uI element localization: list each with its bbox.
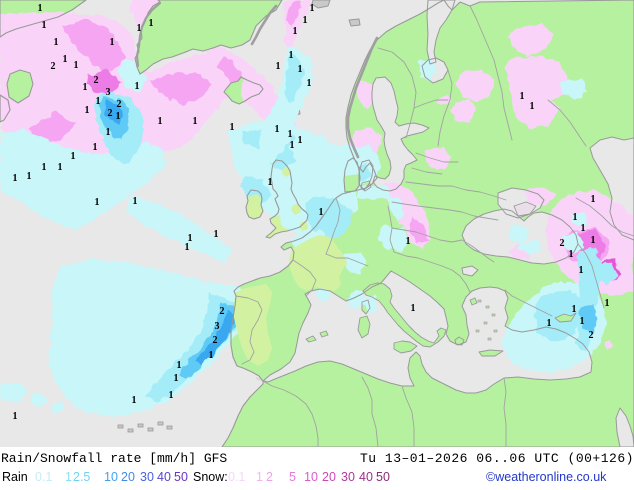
- svg-text:2: 2: [589, 330, 594, 341]
- svg-text:2: 2: [117, 99, 122, 110]
- svg-text:1: 1: [71, 151, 76, 162]
- svg-text:1: 1: [307, 78, 312, 89]
- svg-text:1: 1: [290, 140, 295, 151]
- svg-text:1: 1: [230, 122, 235, 133]
- svg-text:1: 1: [580, 316, 585, 327]
- svg-text:1: 1: [42, 162, 47, 173]
- svg-text:1: 1: [275, 124, 280, 135]
- svg-text:1: 1: [209, 350, 214, 361]
- svg-text:1: 1: [132, 395, 137, 406]
- svg-text:1: 1: [573, 212, 578, 223]
- svg-text:2: 2: [108, 108, 113, 119]
- svg-text:1: 1: [42, 20, 47, 31]
- svg-text:1: 1: [591, 235, 596, 246]
- svg-text:1: 1: [406, 236, 411, 247]
- svg-text:1: 1: [27, 171, 32, 182]
- svg-text:2: 2: [94, 75, 99, 86]
- svg-text:1: 1: [13, 173, 18, 184]
- svg-text:1: 1: [149, 18, 154, 29]
- svg-text:1: 1: [13, 411, 18, 422]
- svg-text:1: 1: [310, 3, 315, 14]
- svg-text:1: 1: [185, 242, 190, 253]
- svg-text:1: 1: [63, 54, 68, 65]
- svg-text:1: 1: [605, 298, 610, 309]
- svg-text:1: 1: [268, 177, 273, 188]
- svg-text:1: 1: [591, 194, 596, 205]
- svg-text:1: 1: [530, 101, 535, 112]
- svg-text:1: 1: [547, 318, 552, 329]
- svg-text:1: 1: [276, 61, 281, 72]
- svg-text:1: 1: [93, 142, 98, 153]
- svg-text:1: 1: [293, 26, 298, 37]
- svg-text:1: 1: [158, 116, 163, 127]
- svg-text:1: 1: [174, 373, 179, 384]
- svg-text:1: 1: [177, 360, 182, 371]
- svg-text:1: 1: [569, 249, 574, 260]
- svg-text:1: 1: [520, 91, 525, 102]
- svg-text:1: 1: [214, 229, 219, 240]
- svg-text:1: 1: [116, 111, 121, 122]
- svg-text:1: 1: [319, 207, 324, 218]
- svg-text:1: 1: [169, 390, 174, 401]
- svg-text:1: 1: [288, 129, 293, 140]
- svg-text:2: 2: [213, 335, 218, 346]
- svg-text:1: 1: [133, 196, 138, 207]
- svg-text:1: 1: [95, 197, 100, 208]
- svg-text:3: 3: [106, 87, 111, 98]
- svg-text:1: 1: [96, 96, 101, 107]
- svg-text:3: 3: [215, 321, 220, 332]
- svg-text:1: 1: [137, 23, 142, 34]
- svg-text:1: 1: [303, 15, 308, 26]
- svg-text:1: 1: [581, 223, 586, 234]
- svg-text:1: 1: [38, 3, 43, 14]
- svg-text:1: 1: [188, 233, 193, 244]
- svg-text:1: 1: [193, 116, 198, 127]
- svg-text:2: 2: [51, 61, 56, 72]
- svg-text:2: 2: [560, 238, 565, 249]
- svg-text:1: 1: [74, 60, 79, 71]
- svg-text:1: 1: [83, 82, 88, 93]
- svg-text:1: 1: [85, 105, 90, 116]
- svg-text:1: 1: [298, 135, 303, 146]
- svg-text:1: 1: [298, 64, 303, 75]
- svg-text:1: 1: [572, 304, 577, 315]
- svg-text:1: 1: [289, 50, 294, 61]
- svg-text:1: 1: [110, 37, 115, 48]
- svg-text:2: 2: [220, 306, 225, 317]
- svg-text:1: 1: [135, 81, 140, 92]
- svg-text:1: 1: [106, 127, 111, 138]
- svg-text:1: 1: [579, 265, 584, 276]
- svg-text:1: 1: [411, 303, 416, 314]
- svg-text:1: 1: [54, 37, 59, 48]
- svg-text:1: 1: [58, 162, 63, 173]
